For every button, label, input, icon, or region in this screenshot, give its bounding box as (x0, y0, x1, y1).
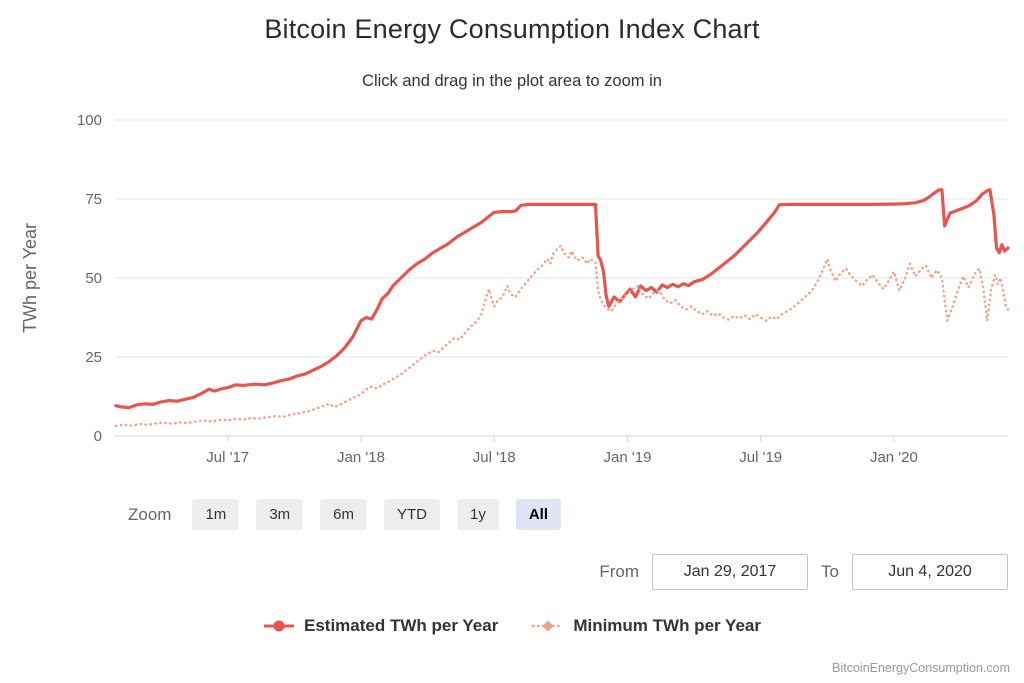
zoom-button-1y[interactable]: 1y (457, 499, 499, 530)
legend-item-estimated[interactable]: Estimated TWh per Year (263, 616, 498, 636)
date-range-inputs: From To (599, 554, 1008, 590)
x-tick-label: Jul '17 (206, 449, 249, 466)
from-date-input[interactable] (652, 554, 809, 590)
y-tick-label: 50 (85, 270, 102, 287)
y-tick-label: 75 (85, 191, 102, 208)
x-tick-label: Jan '20 (870, 449, 918, 466)
zoom-button-3m[interactable]: 3m (256, 499, 304, 530)
minimum-series-line (114, 244, 1010, 428)
minimum-series-marker-icon (532, 620, 565, 632)
x-tick-label: Jan '18 (337, 449, 385, 466)
from-label: From (599, 562, 640, 581)
x-tick-label: Jul '18 (473, 449, 516, 466)
to-label: To (821, 562, 839, 581)
y-tick-label: 0 (94, 428, 102, 445)
x-tick-label: Jan '19 (604, 449, 652, 466)
zoom-button-6m[interactable]: 6m (320, 499, 367, 530)
y-tick-label: 100 (77, 112, 102, 129)
zoom-button-ytd[interactable]: YTD (384, 499, 440, 530)
legend-label-estimated: Estimated TWh per Year (304, 616, 499, 635)
estimated-series-marker-icon (264, 620, 294, 632)
legend-label-minimum: Minimum TWh per Year (573, 616, 761, 635)
range-selector: Zoom 1m 3m 6m YTD 1y All (128, 499, 562, 530)
y-axis-title: TWh per Year (20, 223, 40, 333)
legend-item-minimum[interactable]: Minimum TWh per Year (532, 616, 761, 636)
credits-link[interactable]: BitcoinEnergyConsumption.com (832, 661, 1010, 675)
x-tick-label: Jul '19 (739, 449, 782, 466)
chart-subtitle: Click and drag in the plot area to zoom … (362, 72, 662, 90)
to-date-input[interactable] (852, 554, 1008, 590)
zoom-button-1m[interactable]: 1m (192, 499, 240, 530)
legend: Estimated TWh per Year Minimum TWh per Y… (0, 616, 1024, 636)
y-tick-label: 25 (85, 349, 102, 366)
plot-area[interactable] (115, 120, 1008, 436)
zoom-label: Zoom (128, 504, 172, 524)
chart-title: Bitcoin Energy Consumption Index Chart (264, 14, 760, 44)
zoom-button-all[interactable]: All (515, 499, 562, 530)
estimated-series-line (114, 188, 1010, 410)
